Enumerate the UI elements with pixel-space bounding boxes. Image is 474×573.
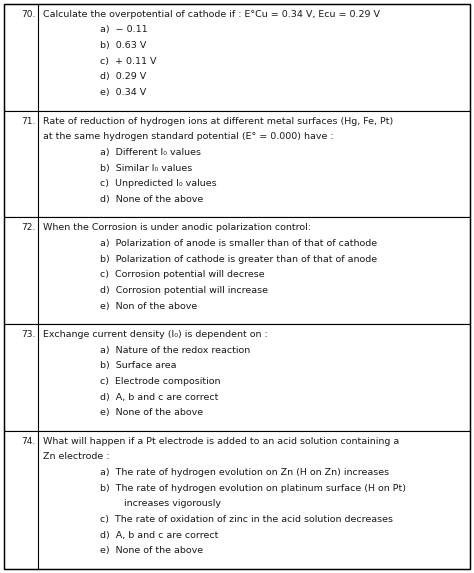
Text: 74.: 74. <box>21 437 35 446</box>
Text: d)  Corrosion potential will increase: d) Corrosion potential will increase <box>100 286 268 295</box>
Text: Exchange current density (I₀) is dependent on :: Exchange current density (I₀) is depende… <box>43 330 268 339</box>
Text: Rate of reduction of hydrogen ions at different metal surfaces (Hg, Fe, Pt): Rate of reduction of hydrogen ions at di… <box>43 116 393 125</box>
Text: b)  Polarization of cathode is greater than of that of anode: b) Polarization of cathode is greater th… <box>100 254 377 264</box>
Text: d)  A, b and c are correct: d) A, b and c are correct <box>100 393 219 402</box>
Text: b)  Surface area: b) Surface area <box>100 362 176 370</box>
Bar <box>4 111 470 218</box>
Text: d)  A, b and c are correct: d) A, b and c are correct <box>100 531 219 540</box>
Text: c)  The rate of oxidation of zinc in the acid solution decreases: c) The rate of oxidation of zinc in the … <box>100 515 393 524</box>
Text: 72.: 72. <box>21 223 35 232</box>
Text: a)  − 0.11: a) − 0.11 <box>100 25 147 34</box>
Text: at the same hydrogen standard potential (E° = 0.000) have :: at the same hydrogen standard potential … <box>43 132 334 141</box>
Text: d)  None of the above: d) None of the above <box>100 195 203 204</box>
Text: 70.: 70. <box>21 10 35 19</box>
Text: e)  Non of the above: e) Non of the above <box>100 301 197 311</box>
Text: e)  0.34 V: e) 0.34 V <box>100 88 146 97</box>
Text: a)  Different I₀ values: a) Different I₀ values <box>100 148 201 157</box>
Bar <box>4 324 470 431</box>
Text: 71.: 71. <box>21 116 35 125</box>
Text: e)  None of the above: e) None of the above <box>100 547 203 555</box>
Bar <box>4 218 470 324</box>
Text: e)  None of the above: e) None of the above <box>100 409 203 417</box>
Text: Zn electrode :: Zn electrode : <box>43 453 109 461</box>
Text: b)  Similar I₀ values: b) Similar I₀ values <box>100 163 192 172</box>
Bar <box>4 431 470 569</box>
Text: c)  + 0.11 V: c) + 0.11 V <box>100 57 156 66</box>
Text: d)  0.29 V: d) 0.29 V <box>100 72 146 81</box>
Text: 73.: 73. <box>21 330 35 339</box>
Text: a)  The rate of hydrogen evolution on Zn (H on Zn) increases: a) The rate of hydrogen evolution on Zn … <box>100 468 389 477</box>
Text: a)  Nature of the redox reaction: a) Nature of the redox reaction <box>100 346 250 355</box>
Text: When the Corrosion is under anodic polarization control:: When the Corrosion is under anodic polar… <box>43 223 311 232</box>
Bar <box>4 4 470 111</box>
Text: c)  Corrosion potential will decrese: c) Corrosion potential will decrese <box>100 270 264 279</box>
Text: a)  Polarization of anode is smaller than of that of cathode: a) Polarization of anode is smaller than… <box>100 239 377 248</box>
Text: b)  The rate of hydrogen evolution on platinum surface (H on Pt): b) The rate of hydrogen evolution on pla… <box>100 484 406 493</box>
Text: What will happen if a Pt electrode is added to an acid solution containing a: What will happen if a Pt electrode is ad… <box>43 437 400 446</box>
Text: b)  0.63 V: b) 0.63 V <box>100 41 146 50</box>
Text: c)  Unpredicted I₀ values: c) Unpredicted I₀ values <box>100 179 217 188</box>
Text: increases vigorously: increases vigorously <box>100 500 221 508</box>
Text: c)  Electrode composition: c) Electrode composition <box>100 377 220 386</box>
Text: Calculate the overpotential of cathode if : E°Cu = 0.34 V, Ecu = 0.29 V: Calculate the overpotential of cathode i… <box>43 10 380 19</box>
